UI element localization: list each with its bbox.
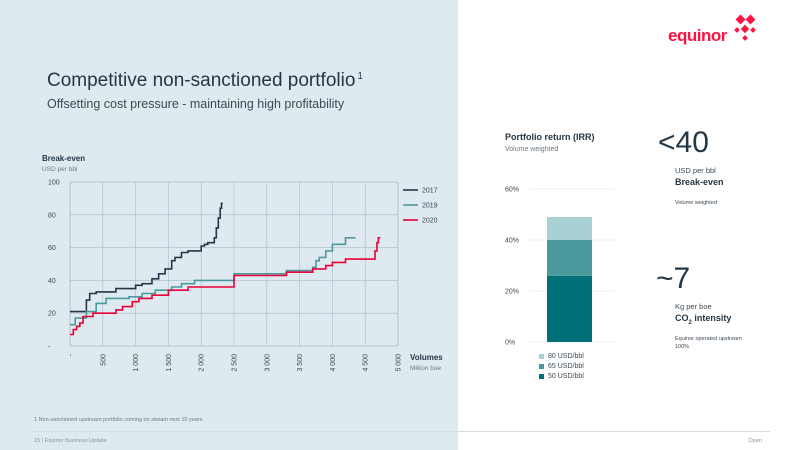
page-subtitle: Offsetting cost pressure - maintaining h… bbox=[47, 97, 345, 111]
footer-classification: Open bbox=[748, 438, 762, 444]
x-tick-label: 3 000 bbox=[264, 354, 271, 372]
y-tick-label: - bbox=[48, 344, 51, 351]
left-panel bbox=[0, 0, 458, 450]
x-tick-label: 1 000 bbox=[133, 354, 140, 372]
x-tick-label: 5 000 bbox=[396, 354, 403, 372]
right-panel bbox=[458, 0, 800, 450]
x-tick-label: - bbox=[68, 353, 75, 356]
irr-legend-item: 50 USD/bbl bbox=[539, 373, 584, 380]
irr-legend-label: 65 USD/bbl bbox=[548, 363, 584, 370]
irr-legend-item: 80 USD/bbl bbox=[539, 353, 584, 360]
x-tick-label: 1 500 bbox=[166, 354, 173, 372]
x-tick-label: 4 000 bbox=[330, 354, 337, 372]
x-tick-label: 3 500 bbox=[297, 354, 304, 372]
kpi-co2-label-rest: intensity bbox=[691, 313, 732, 323]
legend-label-2020: 2020 bbox=[422, 218, 438, 225]
irr-legend-label: 80 USD/bbl bbox=[548, 353, 584, 360]
legend-label-2017: 2017 bbox=[422, 188, 438, 195]
x-tick-label: 500 bbox=[100, 354, 107, 366]
title-footnote-marker: 1 bbox=[357, 71, 363, 82]
y-tick-label: 40 bbox=[48, 278, 56, 285]
x-tick-label: 4 500 bbox=[363, 354, 370, 372]
irr-legend-label: 50 USD/bbl bbox=[548, 373, 584, 380]
breakeven-x-title: Volumes bbox=[410, 353, 443, 362]
kpi-breakeven-unit: USD per bbl bbox=[675, 166, 716, 175]
y-tick-label: 80 bbox=[48, 212, 56, 219]
kpi-co2-unit: Kg per boe bbox=[675, 302, 712, 311]
irr-legend-swatch bbox=[539, 374, 544, 379]
irr-chart-subtitle: Volume weighted bbox=[505, 146, 559, 153]
x-tick-label: 2 000 bbox=[199, 354, 206, 372]
logo-star-icon bbox=[734, 14, 756, 41]
irr-legend-swatch bbox=[539, 364, 544, 369]
breakeven-y-unit: USD per bbl bbox=[42, 166, 78, 173]
y-tick-label: 60 bbox=[48, 245, 56, 252]
kpi-co2-value: ~7 bbox=[656, 262, 691, 295]
kpi-co2-label-sub: 2 bbox=[688, 319, 692, 326]
kpi-breakeven-note: Volume weighted bbox=[675, 200, 717, 206]
y-tick-label: 20 bbox=[48, 311, 56, 318]
page-title-text: Competitive non-sanctioned portfolio bbox=[47, 70, 356, 91]
equinor-logo: equinor bbox=[668, 14, 756, 54]
x-tick-label: 2 500 bbox=[232, 354, 239, 372]
kpi-co2-note: Equinor operated upstream bbox=[675, 336, 742, 342]
series-line-2020 bbox=[70, 237, 381, 336]
breakeven-chart: - 20 40 60 80 100 - 500 1 000 1 500 2 000 2 500 3 00… bbox=[48, 180, 438, 372]
breakeven-x-unit: Million boe bbox=[410, 365, 442, 372]
kpi-co2-label-co: CO bbox=[675, 313, 689, 323]
footnote: 1 Non-sanctioned upstream portfolio comi… bbox=[34, 417, 203, 423]
series-line-2017 bbox=[70, 202, 223, 313]
plot-frame bbox=[69, 181, 399, 347]
irr-chart-title: Portfolio return (IRR) bbox=[505, 132, 595, 142]
series-line-2019 bbox=[70, 237, 356, 326]
irr-legend-item: 65 USD/bbl bbox=[539, 363, 584, 370]
footer-divider bbox=[30, 431, 770, 432]
logo-text: equinor bbox=[668, 26, 727, 45]
irr-legend-swatch bbox=[539, 354, 544, 359]
y-tick-label: 100 bbox=[48, 180, 60, 187]
kpi-co2-note2: 100% bbox=[675, 344, 690, 350]
kpi-co2-label: CO2 intensity bbox=[675, 313, 731, 326]
footer-left: 15 | Equinor Business Update bbox=[34, 438, 107, 444]
page-title: Competitive non-sanctioned portfolio 1 bbox=[47, 70, 363, 92]
legend-label-2019: 2019 bbox=[422, 203, 438, 210]
breakeven-y-title: Break-even bbox=[42, 154, 86, 163]
kpi-breakeven-value: <40 bbox=[658, 126, 709, 159]
kpi-breakeven-label: Break-even bbox=[675, 177, 724, 187]
